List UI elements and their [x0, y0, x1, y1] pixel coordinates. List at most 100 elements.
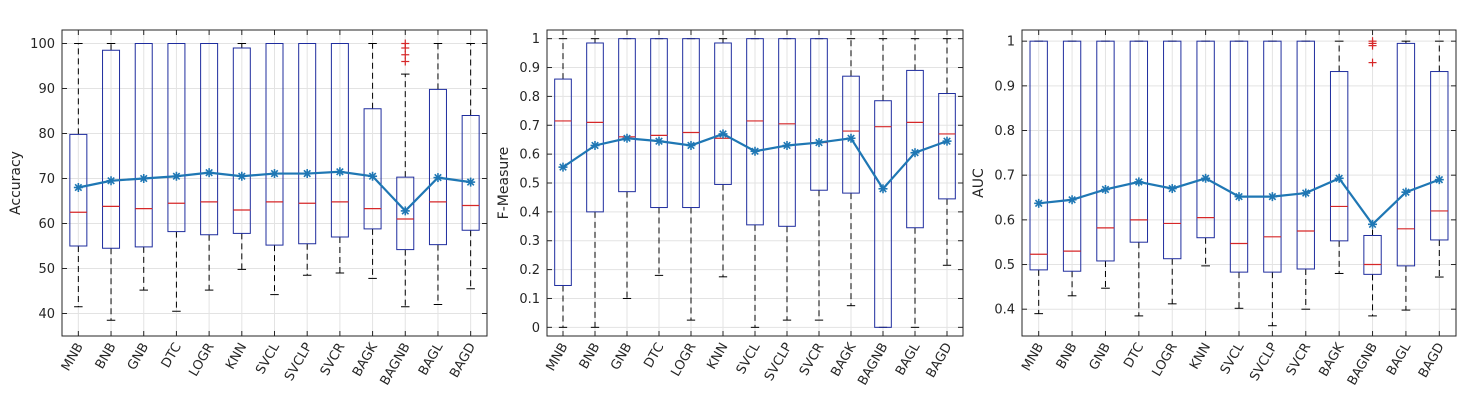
- mean-marker: [1167, 184, 1177, 194]
- iqr-box: [1263, 40, 1282, 273]
- x-tick-label: BAGL: [893, 340, 924, 378]
- y-tick-label: 1: [532, 32, 540, 47]
- y-tick-label: 0.1: [519, 292, 540, 307]
- x-tick-label: KNN: [704, 341, 731, 373]
- iqr-box: [1163, 40, 1182, 260]
- x-tick-label: DTC: [641, 341, 667, 371]
- x-tick-label: SVCL: [253, 340, 283, 377]
- mean-marker: [1034, 198, 1044, 208]
- y-tick-label: 0.5: [519, 177, 540, 192]
- x-tick-label: BAGL: [416, 340, 447, 378]
- auc-grid: [1022, 30, 1456, 336]
- y-tick-label: 60: [38, 217, 55, 232]
- iqr-box: [265, 43, 284, 246]
- iqr-box: [1096, 40, 1115, 262]
- box-dtc: [650, 38, 668, 276]
- box-knn: [714, 38, 732, 278]
- box-knn: [1196, 40, 1215, 267]
- y-tick-label: 0.3: [519, 234, 540, 249]
- box-bagnb: [1363, 37, 1382, 317]
- iqr-box: [167, 43, 186, 233]
- iqr-box: [650, 38, 668, 209]
- iqr-box: [69, 133, 88, 247]
- box-mnb: [69, 43, 88, 308]
- x-tick-label: BAGD: [924, 341, 956, 381]
- mean-marker: [302, 169, 312, 179]
- mean-marker: [878, 184, 888, 194]
- box-knn: [232, 43, 251, 270]
- y-axis-label: F-Measure: [496, 147, 512, 220]
- box-dtc: [1129, 40, 1149, 317]
- x-tick-label: BNB: [577, 341, 604, 372]
- mean-marker: [942, 136, 952, 146]
- box-bagl: [1396, 40, 1416, 311]
- outlier-marker: [401, 50, 410, 59]
- iqr-box: [1129, 40, 1149, 243]
- y-tick-label: 0.9: [519, 61, 540, 76]
- box-mnb: [1029, 40, 1048, 315]
- x-tick-label: SVCL: [734, 340, 764, 377]
- mean-marker: [1368, 219, 1378, 229]
- iqr-box: [746, 38, 764, 226]
- x-tick-label: BAGNB: [1345, 341, 1381, 389]
- mean-marker: [718, 129, 728, 139]
- iqr-box: [1329, 71, 1349, 242]
- x-tick-label: BAGK: [828, 340, 859, 379]
- iqr-box: [778, 38, 796, 227]
- y-tick-label: 0: [532, 321, 540, 336]
- box-bagd: [1430, 40, 1449, 278]
- iqr-box: [618, 38, 636, 193]
- y-tick-label: 0.9: [994, 79, 1015, 94]
- iqr-box: [134, 43, 153, 248]
- x-tick-label: MNB: [59, 341, 87, 374]
- x-tick-label: BAGD: [447, 340, 479, 380]
- iqr-box: [874, 100, 892, 328]
- box-bagl: [428, 43, 447, 305]
- mean-marker: [1301, 188, 1311, 198]
- box-svcr: [330, 43, 349, 274]
- box-logr: [200, 43, 219, 291]
- y-tick-label: 0.6: [994, 213, 1015, 228]
- mean-marker: [1267, 192, 1277, 202]
- y-tick-label: 70: [38, 172, 55, 187]
- iqr-box: [682, 38, 700, 209]
- x-tick-label: KNN: [223, 341, 250, 373]
- iqr-box: [363, 108, 382, 230]
- iqr-box: [102, 49, 121, 249]
- mean-marker: [237, 171, 247, 181]
- outlier-marker: [401, 57, 410, 66]
- y-tick-label: 0.6: [519, 148, 540, 163]
- mean-marker: [750, 146, 760, 156]
- box-gnb: [1096, 40, 1115, 289]
- box-bnb: [586, 38, 604, 328]
- y-tick-label: 0.2: [519, 263, 540, 278]
- mean-marker: [73, 183, 83, 192]
- x-tick-label: DTC: [159, 341, 185, 371]
- mean-marker: [1067, 195, 1077, 205]
- mean-marker: [106, 176, 116, 186]
- box-bagk: [842, 38, 860, 307]
- box-svcl: [1229, 40, 1249, 309]
- mean-marker: [270, 169, 279, 179]
- outlier-marker: [1368, 37, 1377, 46]
- x-tick-label: BAGD: [1416, 341, 1448, 381]
- mean-marker: [782, 140, 792, 150]
- outlier-marker: [1368, 58, 1377, 67]
- y-tick-label: 0.7: [519, 119, 540, 134]
- iqr-box: [1029, 40, 1048, 271]
- iqr-box: [554, 78, 572, 286]
- iqr-box: [842, 75, 860, 194]
- box-gnb: [134, 43, 153, 291]
- iqr-box: [461, 115, 480, 231]
- iqr-box: [1062, 40, 1082, 272]
- box-bagk: [1329, 40, 1349, 274]
- box-bagd: [938, 38, 956, 266]
- box-svclp: [1263, 40, 1282, 327]
- mean-marker: [654, 136, 664, 146]
- f-measure-panel: 0 0.1 0.2 0.3 0.4 0.5 0.6 0.7 0.8 0.9 1 MNB BNB GNB DT…: [496, 29, 964, 389]
- mean-marker: [622, 133, 632, 143]
- mean-marker: [171, 171, 181, 181]
- x-tick-label: BAGNB: [855, 341, 891, 389]
- box-mnb: [554, 38, 572, 328]
